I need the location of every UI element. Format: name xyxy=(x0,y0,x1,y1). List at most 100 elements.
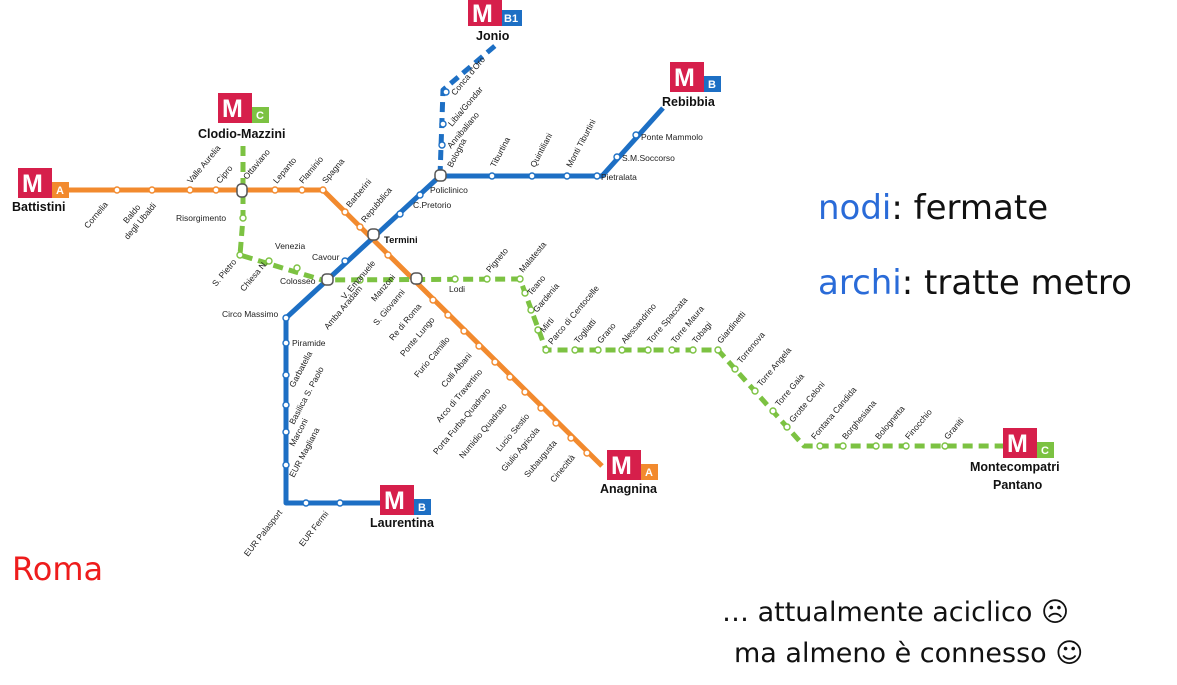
terminus-termini: Termini xyxy=(384,235,418,246)
node-alessandrino xyxy=(618,346,626,354)
label-circo-massimo: Circo Massimo xyxy=(222,309,278,319)
label-monti-tiburtini: Monti Tiburtini xyxy=(564,117,598,169)
terminus-montecompatri-1: Montecompatri xyxy=(970,460,1060,474)
node-torre-angela xyxy=(751,387,759,395)
node-flaminio xyxy=(298,186,306,194)
node-numidio xyxy=(521,388,529,396)
node-risorgimento xyxy=(239,214,247,222)
svg-text:M: M xyxy=(1007,430,1028,458)
label-graniti: Graniti xyxy=(942,416,966,442)
terminus-anagnina: Anagnina xyxy=(600,482,658,496)
label-chiesa-n: Chiesa N. xyxy=(238,258,270,293)
svg-text:C: C xyxy=(1041,445,1049,457)
node-repubblica xyxy=(356,223,364,231)
node-basilica xyxy=(282,401,290,409)
node-malatesta xyxy=(516,275,524,283)
definition-archi: archi: tratte metro xyxy=(818,263,1132,303)
node-re-di-roma xyxy=(429,296,437,304)
definition-archi-text: : tratte metro xyxy=(901,263,1132,303)
node-lepanto xyxy=(271,186,279,194)
node-termini-interchange xyxy=(367,228,380,241)
node-subaugusta xyxy=(567,434,575,442)
node-v-emanuele xyxy=(384,251,392,259)
logo-rebibbia: M B xyxy=(670,62,721,92)
node-piramide xyxy=(282,339,290,347)
svg-text:A: A xyxy=(56,185,64,197)
node-borghesiana xyxy=(839,442,847,450)
logo-laurentina: M B xyxy=(380,485,431,515)
node-s-pietro xyxy=(236,251,244,259)
node-barberini xyxy=(341,208,349,216)
node-grano xyxy=(594,346,602,354)
svg-text:M: M xyxy=(22,170,43,198)
node-libia xyxy=(439,120,447,128)
node-fontana-candida xyxy=(816,442,824,450)
terminus-rebibbia: Rebibbia xyxy=(662,95,716,109)
node-parco-centocelle xyxy=(542,346,550,354)
node-grotte-celoni xyxy=(783,423,791,431)
label-colosseo: Colosseo xyxy=(280,276,316,286)
label-torre-angela: Torre Angela xyxy=(755,345,794,388)
node-s-giovanni-interchange xyxy=(410,272,423,285)
node-valle-aurelia xyxy=(186,186,194,194)
label-malatesta: Malatesta xyxy=(517,239,549,274)
node-eur-palasport xyxy=(302,499,310,507)
label-lodi: Lodi xyxy=(449,284,465,294)
label-c-pretorio: C.Pretorio xyxy=(413,200,452,210)
node-tiburtina xyxy=(488,172,496,180)
node-torre-spaccata xyxy=(644,346,652,354)
logo-jonio: M B1 xyxy=(468,0,522,28)
logo-clodio: M C xyxy=(218,93,269,123)
svg-text:A: A xyxy=(645,467,653,479)
node-porta-furba xyxy=(506,373,514,381)
label-bolognetta: Bolognetta xyxy=(873,404,907,442)
label-togliatti: Togliatti xyxy=(572,317,598,346)
terminus-clodio: Clodio-Mazzini xyxy=(198,127,286,141)
node-venezia xyxy=(293,264,301,272)
label-pietralata: Pietralata xyxy=(601,172,637,182)
keyword-archi: archi xyxy=(818,263,902,303)
terminus-laurentina: Laurentina xyxy=(370,516,435,530)
node-quintiliani xyxy=(528,172,536,180)
label-finocchio: Finocchio xyxy=(903,407,934,442)
node-colosseo-interchange xyxy=(321,273,334,286)
terminus-jonio: Jonio xyxy=(476,29,510,43)
node-furio-camillo xyxy=(460,327,468,335)
label-cavour: Cavour xyxy=(312,252,340,262)
svg-text:M: M xyxy=(384,487,405,515)
node-giardinetti xyxy=(714,346,722,354)
node-cavour xyxy=(341,257,349,265)
label-torrenova: Torrenova xyxy=(735,330,767,366)
note-connected: ma almeno è connesso ☺ xyxy=(734,638,1084,669)
label-quintiliani: Quintiliani xyxy=(528,131,554,169)
svg-text:B1: B1 xyxy=(504,13,518,25)
node-torre-maura xyxy=(668,346,676,354)
label-pigneto: Pigneto xyxy=(484,246,510,275)
svg-text:M: M xyxy=(674,64,695,92)
node-cipro xyxy=(212,186,220,194)
svg-text:C: C xyxy=(256,110,264,122)
node-spagna xyxy=(319,186,327,194)
city-label: Roma xyxy=(12,550,104,588)
node-ponte-lungo xyxy=(444,311,452,319)
label-tiburtina: Tiburtina xyxy=(488,135,512,169)
node-baldo xyxy=(148,186,156,194)
node-teano xyxy=(521,289,529,297)
label-smsoccorso: S.M.Soccorso xyxy=(622,153,675,163)
node-pigneto xyxy=(483,275,491,283)
node-marconi xyxy=(282,428,290,436)
node-conca xyxy=(442,88,450,96)
node-chiesa-n xyxy=(265,257,273,265)
node-annibaliano xyxy=(438,141,446,149)
node-bologna-interchange xyxy=(434,169,447,182)
node-c-pretorio xyxy=(396,210,404,218)
node-smsoccorso xyxy=(613,153,621,161)
node-torrenova xyxy=(731,365,739,373)
node-lodi xyxy=(451,275,459,283)
logo-battistini: M A xyxy=(18,168,69,198)
label-eur-palasport: EUR Palasport xyxy=(242,507,285,558)
node-policlinico xyxy=(416,191,424,199)
station-nodes xyxy=(113,88,949,507)
label-ponte-mammolo: Ponte Mammolo xyxy=(641,132,703,142)
label-grano: Grano xyxy=(595,321,618,346)
